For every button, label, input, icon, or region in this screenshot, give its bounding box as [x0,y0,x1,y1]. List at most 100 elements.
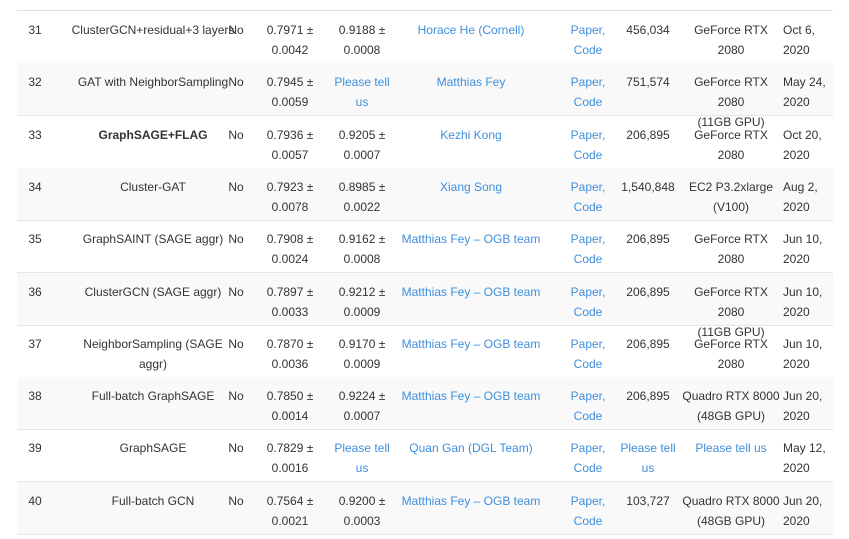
table-top-divider [17,10,833,11]
date-cell: Jun 10, 2020 [783,284,823,319]
params-cell: 206,895 [626,389,670,404]
validation-accuracy-cell[interactable]: Please tell us [334,75,390,110]
references-links[interactable]: Paper, Code [570,23,606,57]
date-cell: Jun 20, 2020 [783,389,823,424]
test-accuracy-cell: 0.7829 ± 0.0016 [266,441,314,476]
method-cell: GraphSAGE [119,441,187,456]
params-cell: 456,034 [626,23,670,37]
params-cell: 103,727 [626,493,670,508]
hardware-cell: Quadro RTX 8000 (48GB GPU) [682,493,780,528]
method-cell: ClusterGCN+residual+3 layers [71,23,235,37]
contact-link[interactable]: Matthias Fey – OGB team [401,284,541,299]
validation-accuracy-cell[interactable]: Please tell us [334,441,390,476]
hardware-cell: GeForce RTX 2080 (11GB GPU) [694,75,768,130]
date-cell: Oct 6, 2020 [783,23,816,57]
table-row: 39 GraphSAGE No 0.7829 ± 0.0016 Please tell … [17,429,833,483]
method-cell: Full-batch GCN [111,493,195,508]
method-cell: Cluster-GAT [120,179,186,194]
table-row: 37 NeighborSampling (SAGE aggr) No 0.7870 ±… [17,325,833,391]
ext-data-cell: No [228,23,244,37]
table-row: 33 GraphSAGE+FLAG No 0.7936 ± 0.0057 0.9205 … [17,116,833,182]
hardware-cell[interactable]: Please tell us [695,441,767,456]
ext-data-cell: No [228,179,244,194]
ext-data-cell: No [228,493,244,508]
method-cell: ClusterGCN (SAGE aggr) [84,284,222,299]
params-cell: 751,574 [626,75,670,90]
references-links[interactable]: Paper, Code [570,232,606,267]
references-links[interactable]: Paper, Code [570,493,606,528]
contact-link[interactable]: Quan Gan (DGL Team) [409,441,533,456]
validation-accuracy-cell: 0.9200 ± 0.0003 [338,493,386,528]
leaderboard-table: 31 ClusterGCN+residual+3 layers No 0.7971 ±… [17,0,833,535]
table-row: 31 ClusterGCN+residual+3 layers No 0.7971 ±… [17,11,833,77]
table-row: 34 Cluster-GAT No 0.7923 ± 0.0078 0.8985 ± 0… [17,167,833,221]
table-row: 38 Full-batch GraphSAGE No 0.7850 ± 0.0014 0… [17,377,833,431]
references-links[interactable]: Paper, Code [570,389,606,424]
references-links[interactable]: Paper, Code [570,179,606,214]
date-cell: Jun 20, 2020 [783,493,823,528]
hardware-cell: GeForce RTX 2080 (11GB GPU) [694,284,768,339]
rank-cell: 39 [28,441,42,456]
params-cell: 206,895 [626,284,670,299]
method-cell: GraphSAGE+FLAG [98,127,208,142]
method-cell: NeighborSampling (SAGE aggr) [83,336,223,371]
validation-accuracy-cell: 0.8985 ± 0.0022 [338,179,386,214]
test-accuracy-cell: 0.7564 ± 0.0021 [266,493,314,528]
rank-cell: 34 [28,179,42,194]
params-cell: 206,895 [626,336,670,351]
date-cell: May 24, 2020 [783,75,826,110]
validation-accuracy-cell: 0.9188 ± 0.0008 [338,23,386,57]
test-accuracy-cell: 0.7897 ± 0.0033 [266,284,314,319]
validation-accuracy-cell: 0.9205 ± 0.0007 [338,127,386,162]
table-row: 40 Full-batch GCN No 0.7564 ± 0.0021 0.9200 … [17,481,833,535]
validation-accuracy-cell: 0.9170 ± 0.0009 [338,336,386,371]
rank-cell: 33 [28,127,42,142]
references-links[interactable]: Paper, Code [570,336,606,371]
contact-link[interactable]: Matthias Fey – OGB team [401,336,541,351]
rank-cell: 38 [28,389,42,404]
test-accuracy-cell: 0.7936 ± 0.0057 [266,127,314,162]
test-accuracy-cell: 0.7923 ± 0.0078 [266,179,314,214]
references-links[interactable]: Paper, Code [570,284,606,319]
params-cell: 1,540,848 [621,179,675,194]
references-links[interactable]: Paper, Code [570,127,606,162]
date-cell: Aug 2, 2020 [783,179,818,214]
date-cell: Oct 20, 2020 [783,127,822,162]
rank-cell: 40 [28,493,42,508]
rank-cell: 31 [28,23,42,37]
test-accuracy-cell: 0.7870 ± 0.0036 [266,336,314,371]
rank-cell: 36 [28,284,42,299]
ext-data-cell: No [228,336,244,351]
references-links[interactable]: Paper, Code [570,441,606,476]
test-accuracy-cell: 0.7850 ± 0.0014 [266,389,314,424]
ext-data-cell: No [228,441,244,456]
method-cell: GAT with NeighborSampling [77,75,229,90]
ext-data-cell: No [228,232,244,247]
date-cell: Jun 10, 2020 [783,232,823,267]
rank-cell: 37 [28,336,42,351]
test-accuracy-cell: 0.7908 ± 0.0024 [266,232,314,267]
contact-link[interactable]: Matthias Fey – OGB team [401,389,541,404]
contact-link[interactable]: Horace He (Cornell) [417,23,525,37]
rank-cell: 32 [28,75,42,90]
contact-link[interactable]: Matthias Fey [436,75,506,90]
contact-link[interactable]: Xiang Song [439,179,503,194]
contact-link[interactable]: Kezhi Kong [440,127,502,142]
params-cell: 206,895 [626,127,670,142]
ext-data-cell: No [228,284,244,299]
ext-data-cell: No [228,75,244,90]
table-row: 32 GAT with NeighborSampling No 0.7945 ± 0.… [17,63,833,129]
validation-accuracy-cell: 0.9162 ± 0.0008 [338,232,386,267]
table-row: 36 ClusterGCN (SAGE aggr) No 0.7897 ± 0.003… [17,272,833,339]
contact-link[interactable]: Matthias Fey – OGB team [401,493,541,508]
ext-data-cell: No [228,127,244,142]
ext-data-cell: No [228,389,244,404]
method-cell: Full-batch GraphSAGE [91,389,215,404]
table-row: 35 GraphSAINT (SAGE aggr) No 0.7908 ± 0.002… [17,220,833,286]
test-accuracy-cell: 0.7945 ± 0.0059 [266,75,314,110]
params-cell[interactable]: Please tell us [620,441,676,476]
contact-link[interactable]: Matthias Fey – OGB team [401,232,541,247]
references-links[interactable]: Paper, Code [570,75,606,110]
validation-accuracy-cell: 0.9212 ± 0.0009 [338,284,386,319]
hardware-cell: Quadro RTX 8000 (48GB GPU) [682,389,780,424]
